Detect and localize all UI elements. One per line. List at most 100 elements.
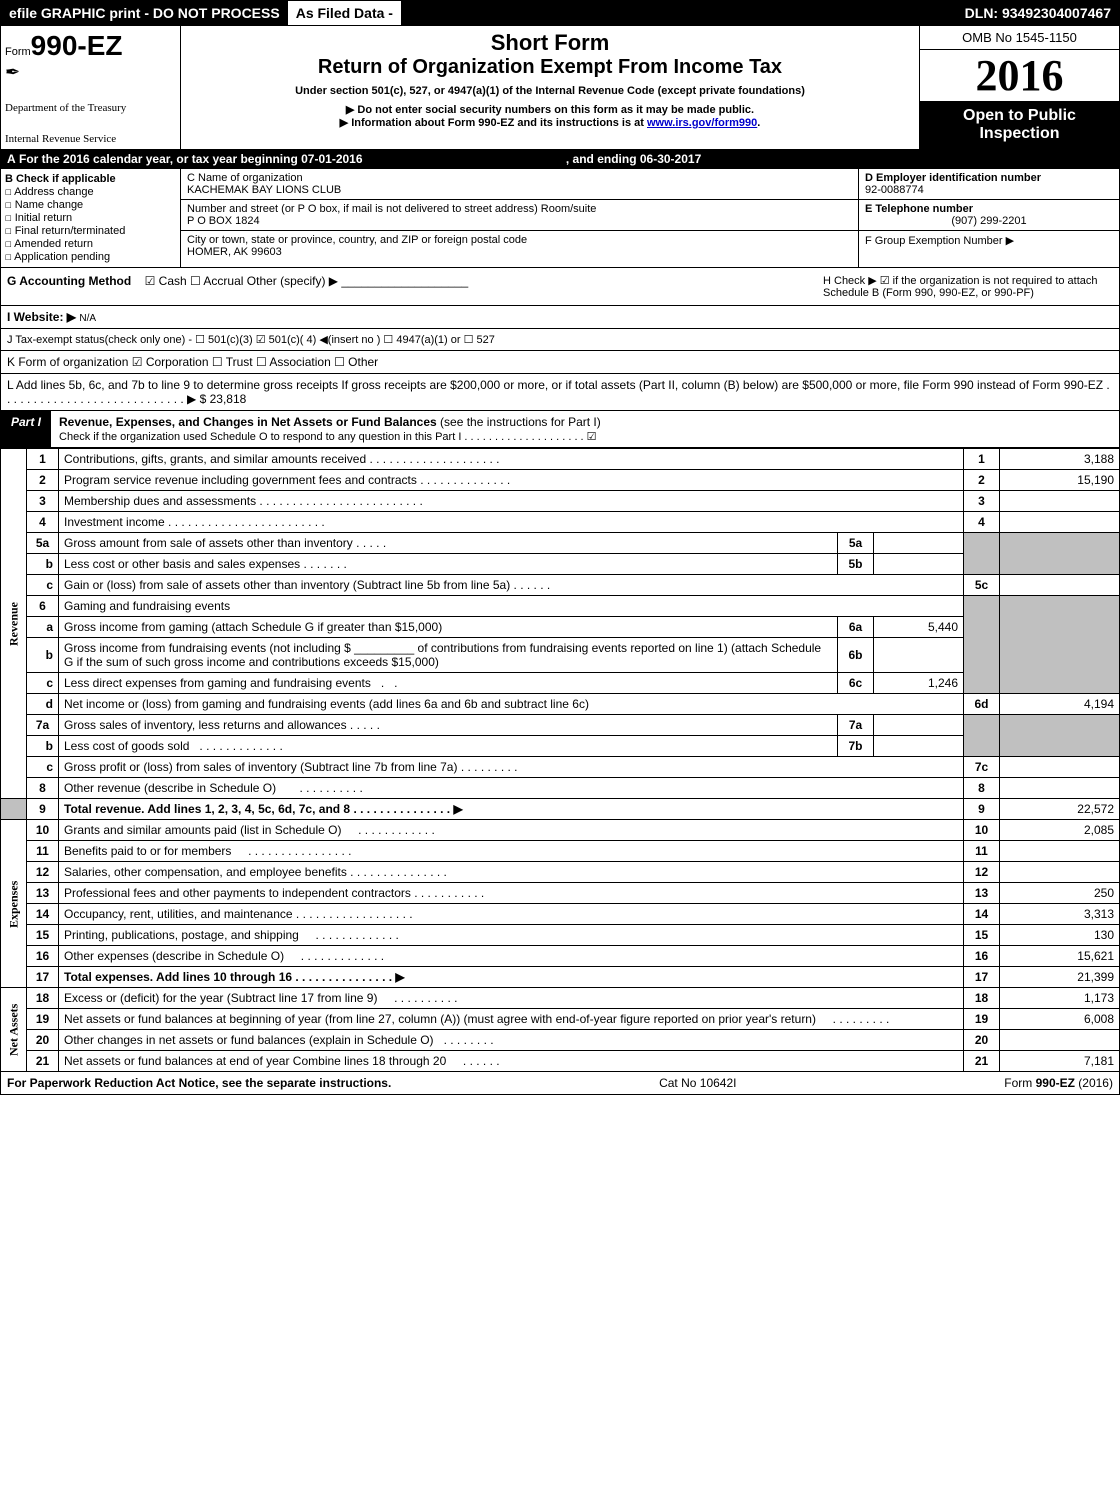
val-11 <box>1000 841 1120 862</box>
ln-6b: b <box>27 638 59 673</box>
g-label: G Accounting Method <box>7 274 131 288</box>
ln-6c: c <box>27 673 59 694</box>
ln-11: 11 <box>27 841 59 862</box>
tel-label: E Telephone number <box>865 203 1113 215</box>
ln-19: 19 <box>27 1009 59 1030</box>
irs-link[interactable]: www.irs.gov/form990 <box>647 117 757 129</box>
grey-6 <box>964 596 1000 694</box>
val-18: 1,173 <box>1000 988 1120 1009</box>
row-a-text: For the 2016 calendar year, or tax year … <box>19 152 363 166</box>
footer-left: For Paperwork Reduction Act Notice, see … <box>7 1076 391 1090</box>
tel: (907) 299-2201 <box>865 215 1113 227</box>
dln: DLN: 93492304007467 <box>957 1 1119 25</box>
ln-16: 16 <box>27 946 59 967</box>
ln-3: 3 <box>27 491 59 512</box>
ln-12: 12 <box>27 862 59 883</box>
org-name-label: C Name of organization <box>187 172 852 184</box>
ln-6: 6 <box>27 596 59 617</box>
form-number: Form990-EZ <box>5 30 176 62</box>
dept-treasury: Department of the Treasury <box>5 102 176 114</box>
val-1: 3,188 <box>1000 449 1120 470</box>
side-gap-1 <box>1 799 27 820</box>
row-h: H Check ▶ ☑ if the organization is not r… <box>823 274 1113 299</box>
val-4 <box>1000 512 1120 533</box>
irs: Internal Revenue Service <box>5 133 176 145</box>
val-10: 2,085 <box>1000 820 1120 841</box>
ln-7b: b <box>27 736 59 757</box>
col-d: D Employer identification number 92-0088… <box>859 169 1119 267</box>
col-b: B Check if applicable ☐ Address change ☐… <box>1 169 181 267</box>
mini-5b: 5b <box>838 554 874 575</box>
desc-9: Total revenue. Add lines 1, 2, 3, 4, 5c,… <box>64 802 463 816</box>
row-l: L Add lines 5b, 6c, and 7b to line 9 to … <box>0 374 1120 411</box>
side-expenses: Expenses <box>1 820 27 988</box>
part1-sub: (see the instructions for Part I) <box>440 415 601 429</box>
ln-2: 2 <box>27 470 59 491</box>
part1-tag: Part I <box>1 411 51 447</box>
desc-2: Program service revenue including govern… <box>64 473 417 487</box>
row-k: K Form of organization ☑ Corporation ☐ T… <box>0 351 1120 374</box>
desc-11: Benefits paid to or for members <box>64 844 231 858</box>
ssn-warning: ▶ Do not enter social security numbers o… <box>189 103 911 116</box>
header-left: Form990-EZ ✒ Department of the Treasury … <box>1 26 181 149</box>
num-15: 15 <box>964 925 1000 946</box>
desc-15: Printing, publications, postage, and shi… <box>64 928 299 942</box>
street-cell: Number and street (or P O box, if mail i… <box>181 200 858 231</box>
ln-8: 8 <box>27 778 59 799</box>
chk-name: ☐ Name change <box>5 198 176 211</box>
tax-year: 2016 <box>920 50 1119 101</box>
num-6d: 6d <box>964 694 1000 715</box>
desc-7b: Less cost of goods sold <box>64 739 189 753</box>
section-bcd: B Check if applicable ☐ Address change ☐… <box>0 169 1120 268</box>
ln-9: 9 <box>27 799 59 820</box>
row-a: A For the 2016 calendar year, or tax yea… <box>0 150 1120 169</box>
ein-cell: D Employer identification number 92-0088… <box>859 169 1119 200</box>
form-prefix: Form <box>5 46 31 58</box>
city: HOMER, AK 99603 <box>187 246 852 258</box>
num-4: 4 <box>964 512 1000 533</box>
chk-address: ☐ Address change <box>5 185 176 198</box>
desc-7c: Gross profit or (loss) from sales of inv… <box>64 760 457 774</box>
num-9: 9 <box>964 799 1000 820</box>
part1-title: Revenue, Expenses, and Changes in Net As… <box>51 411 1119 447</box>
side-revenue: Revenue <box>1 449 27 799</box>
stamp-icon: ✒ <box>5 62 176 83</box>
desc-20: Other changes in net assets or fund bala… <box>64 1033 434 1047</box>
tel-cell: E Telephone number (907) 299-2201 <box>859 200 1119 231</box>
desc-14: Occupancy, rent, utilities, and maintena… <box>64 907 293 921</box>
header-right: OMB No 1545-1150 2016 Open to Public Ins… <box>919 26 1119 149</box>
desc-6c: Less direct expenses from gaming and fun… <box>64 676 371 690</box>
val-21: 7,181 <box>1000 1051 1120 1072</box>
street-label: Number and street (or P O box, if mail i… <box>187 203 852 215</box>
ln-13: 13 <box>27 883 59 904</box>
desc-13: Professional fees and other payments to … <box>64 886 411 900</box>
desc-6d: Net income or (loss) from gaming and fun… <box>59 694 964 715</box>
ein: 92-0088774 <box>865 184 1113 196</box>
org-name-cell: C Name of organization KACHEMAK BAY LION… <box>181 169 858 200</box>
num-3: 3 <box>964 491 1000 512</box>
val-7c <box>1000 757 1120 778</box>
part1-title-text: Revenue, Expenses, and Changes in Net As… <box>59 415 440 429</box>
row-a-ending: , and ending 06-30-2017 <box>566 152 701 166</box>
desc-5c: Gain or (loss) from sale of assets other… <box>64 578 510 592</box>
open-public: Open to Public Inspection <box>920 101 1119 149</box>
chk-amended: ☐ Amended return <box>5 237 176 250</box>
col-b-label: B Check if applicable <box>5 173 176 185</box>
desc-1: Contributions, gifts, grants, and simila… <box>64 452 366 466</box>
footer: For Paperwork Reduction Act Notice, see … <box>0 1072 1120 1095</box>
mini-6a: 6a <box>838 617 874 638</box>
mval-6b <box>874 638 964 673</box>
num-21: 21 <box>964 1051 1000 1072</box>
ln-5c: c <box>27 575 59 596</box>
row-j: J Tax-exempt status(check only one) - ☐ … <box>0 329 1120 351</box>
num-8: 8 <box>964 778 1000 799</box>
desc-5b: Less cost or other basis and sales expen… <box>64 557 300 571</box>
mini-6c: 6c <box>838 673 874 694</box>
ln-10: 10 <box>27 820 59 841</box>
desc-6b: Gross income from fundraising events (no… <box>59 638 838 673</box>
desc-8: Other revenue (describe in Schedule O) <box>64 781 276 795</box>
ln-15: 15 <box>27 925 59 946</box>
city-label: City or town, state or province, country… <box>187 234 852 246</box>
desc-12: Salaries, other compensation, and employ… <box>64 865 347 879</box>
mini-5a: 5a <box>838 533 874 554</box>
